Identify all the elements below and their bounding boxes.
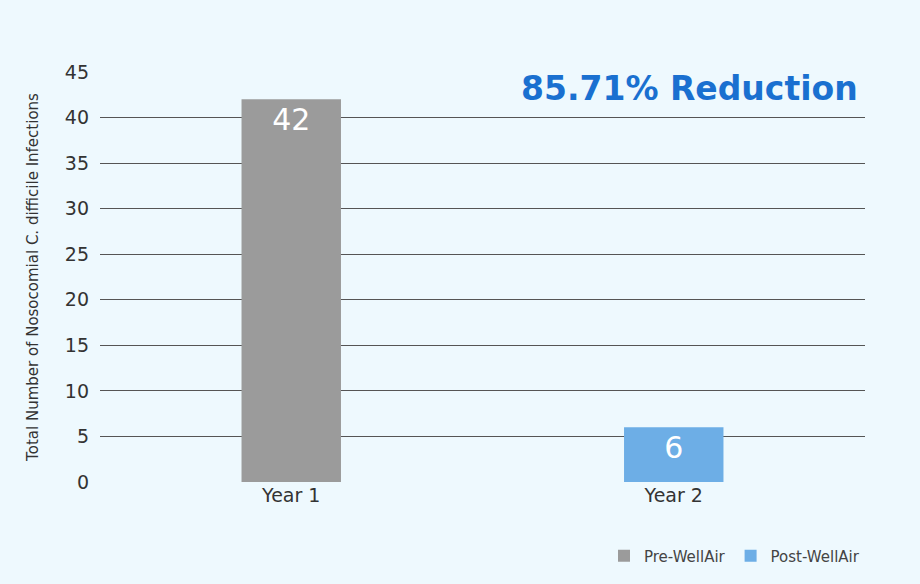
svg-text:25: 25 (65, 243, 89, 265)
svg-text:10: 10 (65, 380, 89, 402)
svg-text:Year 2: Year 2 (644, 484, 703, 506)
svg-text:Pre-WellAir: Pre-WellAir (644, 548, 726, 566)
svg-text:40: 40 (65, 106, 89, 128)
svg-text:0: 0 (77, 471, 89, 493)
svg-text:42: 42 (272, 102, 310, 137)
svg-text:20: 20 (65, 288, 89, 310)
svg-text:30: 30 (65, 197, 89, 219)
svg-text:Year 1: Year 1 (261, 484, 320, 506)
svg-text:Post-WellAir: Post-WellAir (771, 548, 860, 566)
svg-text:6: 6 (664, 430, 683, 465)
svg-text:15: 15 (65, 334, 89, 356)
svg-text:35: 35 (65, 152, 89, 174)
svg-text:85.71% Reduction: 85.71% Reduction (521, 69, 858, 108)
svg-text:45: 45 (65, 61, 89, 83)
svg-text:Total Number of Nosocomial C.: Total Number of Nosocomial C. difficile … (24, 93, 42, 462)
svg-text:5: 5 (77, 425, 89, 447)
